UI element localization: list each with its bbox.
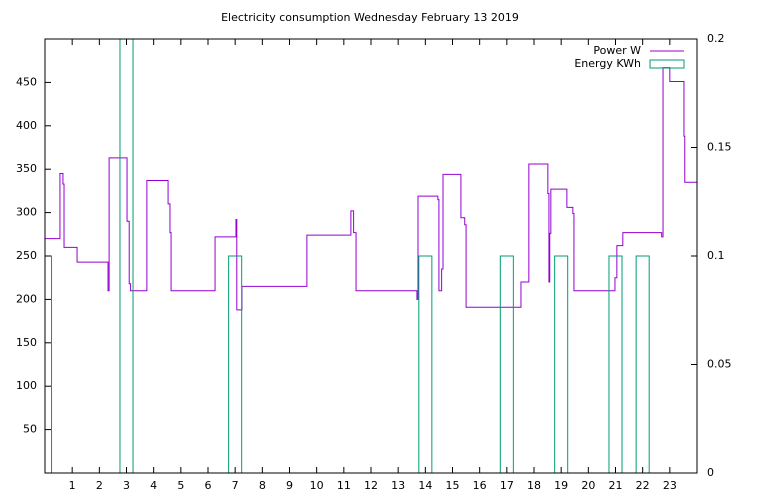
energy-box [228, 255, 243, 473]
y2-tick-label: 0.2 [707, 32, 725, 45]
x-tick-label: 21 [609, 479, 623, 492]
x-tick-label: 13 [391, 479, 405, 492]
y-tick-label: 200 [16, 292, 37, 305]
x-tick-label: 2 [96, 479, 103, 492]
x-tick-label: 15 [446, 479, 460, 492]
y2-tick-label: 0 [707, 466, 714, 479]
legend-label: Energy KWh [574, 57, 641, 70]
x-tick-label: 20 [581, 479, 595, 492]
x-tick-label: 5 [177, 479, 184, 492]
x-tick-label: 6 [205, 479, 212, 492]
x-tick-label: 8 [259, 479, 266, 492]
energy-box [554, 255, 569, 473]
chart-title: Electricity consumption Wednesday Februa… [221, 11, 519, 24]
x-tick-label: 18 [527, 479, 541, 492]
y-tick-label: 250 [16, 249, 37, 262]
energy-box [635, 255, 650, 473]
x-tick-label: 22 [636, 479, 650, 492]
y-tick-label: 50 [23, 423, 37, 436]
x-tick-label: 3 [123, 479, 130, 492]
y2-tick-label: 0.05 [707, 358, 732, 371]
x-tick-label: 14 [418, 479, 432, 492]
plot-area [45, 39, 697, 473]
y-tick-label: 450 [16, 75, 37, 88]
plot-frame [44, 38, 698, 474]
y-tick-label: 100 [16, 379, 37, 392]
x-tick-label: 19 [554, 479, 568, 492]
y2-tick-label: 0.15 [707, 141, 732, 154]
x-tick-label: 10 [310, 479, 324, 492]
x-tick-label: 9 [286, 479, 293, 492]
energy-box [608, 255, 623, 473]
power-line [45, 67, 697, 311]
y2-tick-label: 0.1 [707, 249, 725, 262]
x-tick-label: 23 [663, 479, 677, 492]
legend-label: Power W [593, 44, 641, 57]
legend-swatch [649, 59, 685, 69]
y-tick-label: 350 [16, 162, 37, 175]
y-tick-label: 300 [16, 206, 37, 219]
x-tick-label: 12 [364, 479, 378, 492]
y-tick-label: 150 [16, 336, 37, 349]
x-tick-label: 11 [337, 479, 351, 492]
x-tick-label: 7 [232, 479, 239, 492]
energy-box [499, 255, 514, 473]
energy-box [418, 255, 433, 473]
x-tick-label: 1 [69, 479, 76, 492]
y-tick-label: 400 [16, 119, 37, 132]
energy-box [45, 255, 53, 473]
x-tick-label: 16 [473, 479, 487, 492]
energy-box [119, 39, 134, 473]
x-tick-label: 4 [150, 479, 157, 492]
x-tick-label: 17 [500, 479, 514, 492]
